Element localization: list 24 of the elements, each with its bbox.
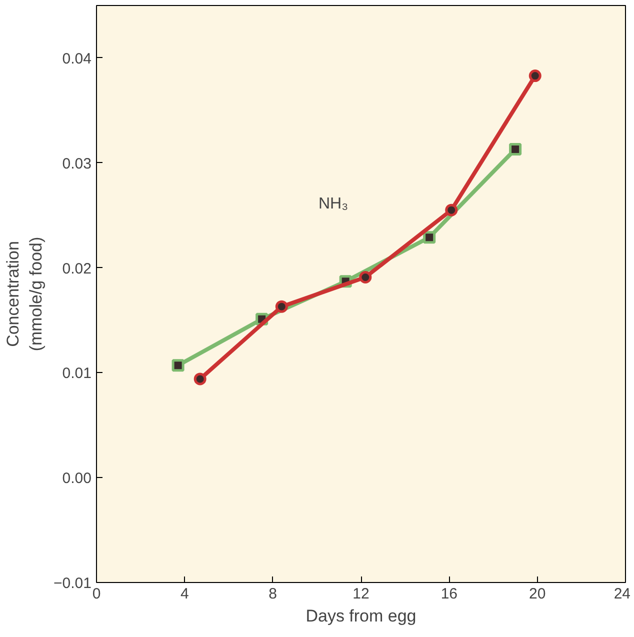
x-axis-title: Days from egg xyxy=(306,606,416,626)
annotation: NH₃ xyxy=(318,196,348,212)
x-tick-label: 12 xyxy=(352,586,370,602)
x-tick-label: 8 xyxy=(268,586,278,602)
y-axis-title: Concentration (mmole/g food) xyxy=(4,236,46,352)
point xyxy=(275,300,288,313)
point xyxy=(445,204,458,216)
x-tick-label: 16 xyxy=(440,586,458,602)
y-tick-label: −0.01 xyxy=(54,575,92,592)
y-tick-label: 0.03 xyxy=(62,155,92,172)
y-tick-label: 0.00 xyxy=(62,470,92,488)
x-tick-label: 0 xyxy=(92,586,101,602)
y-tick-label: 0.01 xyxy=(62,365,92,382)
y-tick-label: 0.04 xyxy=(62,50,92,68)
x-tick-label: 4 xyxy=(180,586,189,602)
point xyxy=(509,142,522,156)
x-tick-label: 20 xyxy=(528,586,546,602)
point xyxy=(423,231,436,244)
point xyxy=(528,70,542,82)
y-tick-label: 0.02 xyxy=(62,260,92,278)
x-tick-label: 24 xyxy=(614,586,631,602)
point xyxy=(194,372,206,386)
point xyxy=(172,359,184,372)
point xyxy=(359,270,372,284)
